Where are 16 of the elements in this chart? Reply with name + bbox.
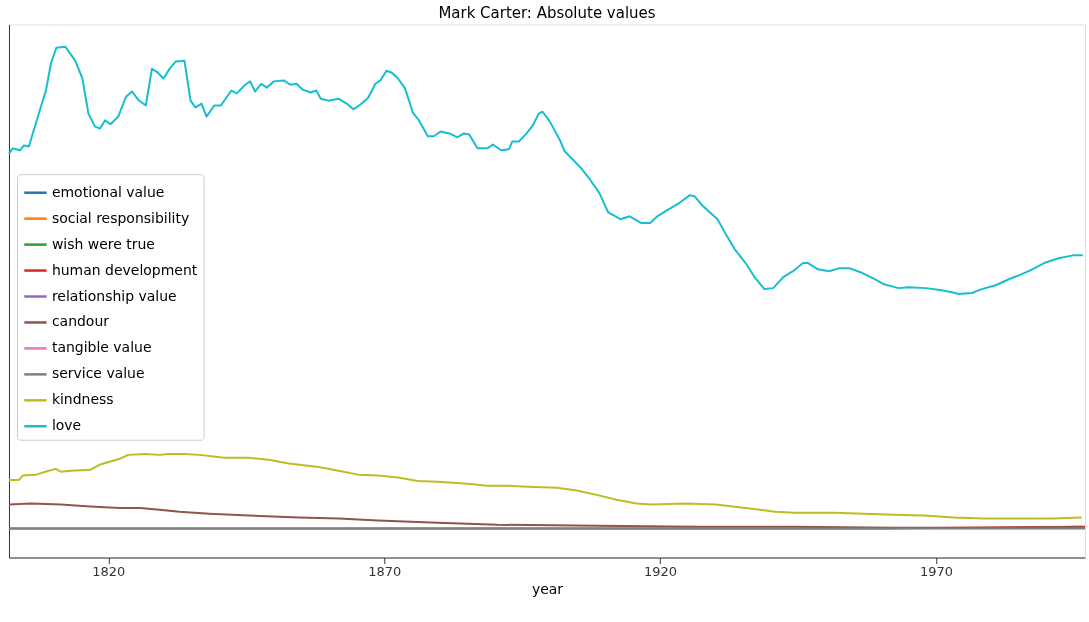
x-tick-label: 1820 — [92, 563, 126, 579]
legend-label: social responsibility — [51, 209, 190, 226]
legend-label: human development — [51, 261, 198, 278]
x-tick-label: 1920 — [644, 563, 678, 579]
legend-label: candour — [51, 313, 110, 330]
legend-label: tangible value — [51, 339, 152, 356]
legend-label: relationship value — [51, 287, 177, 304]
x-tick-label: 1970 — [920, 563, 954, 579]
legend-label: love — [51, 417, 82, 434]
x-axis-title: year — [531, 580, 564, 597]
x-tick-label: 1870 — [368, 563, 402, 579]
legend-label: wish were true — [51, 235, 155, 252]
legend-label: kindness — [51, 391, 114, 408]
legend-label: service value — [51, 365, 145, 382]
chart-title: Mark Carter: Absolute values — [438, 3, 656, 22]
legend-label: emotional value — [51, 183, 165, 200]
